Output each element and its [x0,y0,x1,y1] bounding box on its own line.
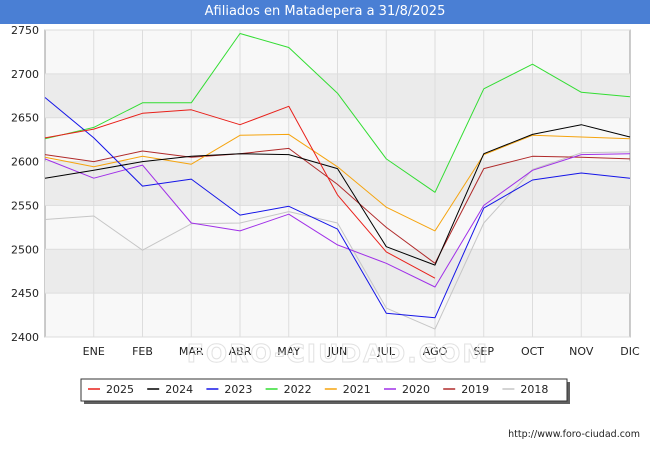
y-tick-label: 2750 [11,24,39,37]
legend-label-2024: 2024 [165,383,193,396]
x-tick-label: ABR [229,345,252,358]
legend-label-2021: 2021 [343,383,371,396]
x-tick-label: NOV [569,345,594,358]
y-tick-label: 2700 [11,68,39,81]
series-line-2025 [44,105,436,279]
y-tick-label: 2600 [11,156,39,169]
series-line-2019 [44,147,631,264]
legend-label-2020: 2020 [402,383,430,396]
x-tick-label: MAY [277,345,300,358]
x-tick-label: ENE [83,345,105,358]
series-line-2020 [44,153,631,288]
y-tick-label: 2400 [11,331,39,344]
x-tick-label: OCT [521,345,544,358]
x-tick-label: AGO [423,345,448,358]
series-line-2023 [44,97,631,319]
x-tick-label: JUL [377,345,396,358]
legend-box [80,378,568,402]
legend: 2025 2024 2023 2022 2021 2020 2019 2018 [80,378,570,404]
series-line-2018 [44,151,631,330]
x-tick-label: JUN [327,345,348,358]
y-tick-label: 2500 [11,243,39,256]
x-tick-label: MAR [179,345,204,358]
series-line-2021 [44,133,631,232]
x-tick-label: SEP [473,345,494,358]
legend-label-2022: 2022 [284,383,312,396]
legend-label-2019: 2019 [461,383,489,396]
chart-title: Afiliados en Matadepera a 31/8/2025 [0,0,650,24]
series-line-2024 [44,124,631,266]
series-line-2022 [44,33,631,193]
x-axis-ticks: ENE FEB MAR ABR MAY JUN JUL AGO SEP OCT NOV DIC [83,345,640,358]
x-tick-label: FEB [132,345,153,358]
y-tick-label: 2550 [11,199,39,212]
legend-label-2023: 2023 [224,383,252,396]
y-tick-label: 2650 [11,112,39,125]
y-axis-ticks: 2400 2450 2500 2550 2600 2650 2700 2750 [11,24,39,344]
legend-label-2025: 2025 [106,383,134,396]
watermark: FORO-CIUDAD.COM [187,339,489,368]
legend-label-2018: 2018 [520,383,548,396]
series-lines [44,33,631,330]
source-url: http://www.foro-ciudad.com [508,429,640,440]
x-tick-label: DIC [620,345,640,358]
y-tick-label: 2450 [11,287,39,300]
